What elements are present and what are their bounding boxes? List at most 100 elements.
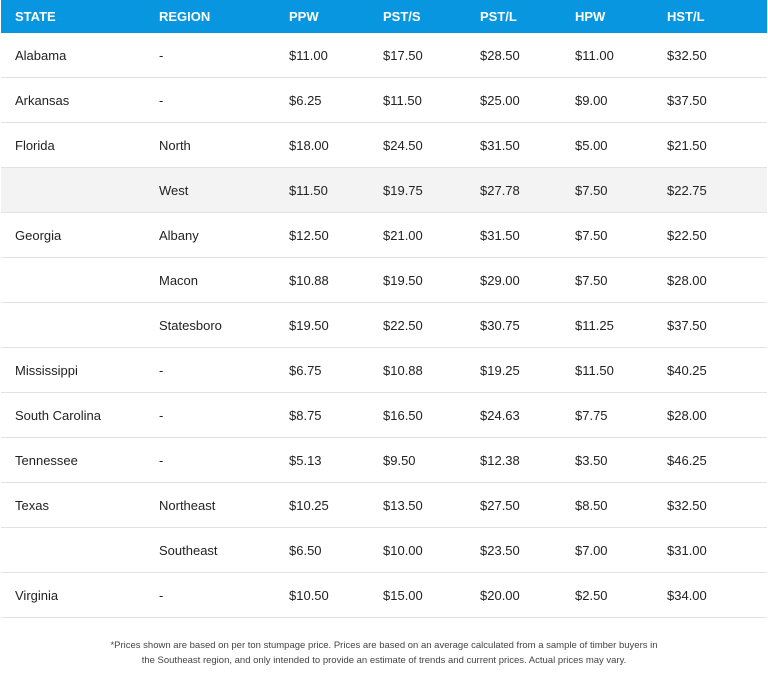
cell-state: Mississippi <box>1 347 159 393</box>
cell-pst-s: $10.00 <box>383 527 480 573</box>
cell-region: - <box>159 347 289 393</box>
cell-ppw: $5.13 <box>289 437 383 483</box>
cell-hst-l: $40.25 <box>667 347 767 393</box>
cell-hst-l: $32.50 <box>667 47 707 63</box>
cell-state <box>1 167 159 213</box>
cell-ppw: $18.00 <box>289 122 383 168</box>
cell-pst-l: $31.50 <box>480 212 575 258</box>
cell-region: - <box>159 392 289 438</box>
timber-price-table-container: STATE REGION PPW PST/S PST/L HPW HST/L A… <box>1 0 767 618</box>
cell-hst-l: $46.25 <box>667 437 767 483</box>
cell-hpw: $11.25 <box>575 302 667 348</box>
cell-hpw: $5.00 <box>575 122 667 168</box>
cell-region: Macon <box>159 257 289 303</box>
cell-pst-s: $11.50 <box>383 77 480 123</box>
cell-hst-l: $28.00 <box>667 257 767 303</box>
cell-pst-s: $13.50 <box>383 482 480 528</box>
cell-ppw: $10.25 <box>289 482 383 528</box>
cell-hst-l: $28.00 <box>667 392 767 438</box>
table-row: Arkansas - $6.25 $11.50 $25.00 $9.00 $37.50 <box>1 77 767 123</box>
cell-pst-s: $22.50 <box>383 302 480 348</box>
cell-hpw: $3.50 <box>575 437 667 483</box>
cell-region: North <box>159 122 289 168</box>
column-header-state: STATE <box>1 0 159 33</box>
cell-hpw: $7.50 <box>575 257 667 303</box>
table-header: STATE REGION PPW PST/S PST/L HPW HST/L <box>1 0 767 33</box>
cell-state <box>1 527 159 573</box>
cell-hpw: $7.00 <box>575 527 667 573</box>
cell-hst-l: $31.00 <box>667 527 767 573</box>
cell-hpw: $11.00 <box>575 47 614 63</box>
cell-ppw: $6.50 <box>289 527 383 573</box>
cell-pst-l: $28.50 <box>480 47 520 63</box>
table-row: West $11.50 $19.75 $27.78 $7.50 $22.75 <box>1 167 767 213</box>
cell-pst-s: $15.00 <box>383 572 480 618</box>
cell-pst-l: $24.63 <box>480 392 575 438</box>
cell-ppw: $6.75 <box>289 347 383 393</box>
table-row: Macon $10.88 $19.50 $29.00 $7.50 $28.00 <box>1 257 767 303</box>
column-header-hpw: HPW <box>575 0 667 33</box>
column-header-region: REGION <box>159 0 289 33</box>
cell-ppw: $11.50 <box>289 167 383 213</box>
cell-state <box>1 257 159 303</box>
cell-pst-l: $29.00 <box>480 257 575 303</box>
cell-state: Tennessee <box>1 437 159 483</box>
cell-region: Southeast <box>159 527 289 573</box>
pricing-footnote: *Prices shown are based on per ton stump… <box>0 638 768 668</box>
cell-pst-s: $19.75 <box>383 167 480 213</box>
cell-pst-s: $19.50 <box>383 257 480 303</box>
cell-state: Virginia <box>1 572 159 618</box>
cell-hst-l: $32.50 <box>667 482 767 528</box>
cell-pst-s: $21.00 <box>383 212 480 258</box>
cell-pst-s: $9.50 <box>383 437 480 483</box>
table-row: South Carolina - $8.75 $16.50 $24.63 $7.75 $28… <box>1 392 767 438</box>
cell-pst-l: $30.75 <box>480 302 575 348</box>
cell-pst-l: $12.38 <box>480 437 575 483</box>
cell-ppw: $8.75 <box>289 392 383 438</box>
cell-state: Texas <box>1 482 159 528</box>
cell-hpw: $7.50 <box>575 212 667 258</box>
timber-price-table: STATE REGION PPW PST/S PST/L HPW HST/L A… <box>1 0 767 618</box>
cell-region: - <box>159 572 289 618</box>
cell-hst-l: $37.50 <box>667 302 767 348</box>
cell-pst-s: $24.50 <box>383 122 480 168</box>
table-body: Alabama - $11.00 $17.50 $28.50 $11.00 $32.50 Ar… <box>1 33 767 618</box>
cell-state: South Carolina <box>1 392 159 438</box>
cell-region: - <box>159 77 289 123</box>
cell-region: Northeast <box>159 482 289 528</box>
cell-ppw: $19.50 <box>289 302 383 348</box>
cell-region: - <box>159 437 289 483</box>
cell-hst-l: $22.50 <box>667 212 767 258</box>
cell-region: Albany <box>159 212 289 258</box>
cell-state: Arkansas <box>1 77 159 123</box>
cell-hst-l: $22.75 <box>667 167 767 213</box>
cell-pst-s: $10.88 <box>383 347 480 393</box>
table-row: Mississippi - $6.75 $10.88 $19.25 $11.50 $40.2… <box>1 347 767 393</box>
cell-pst-l: $27.78 <box>480 167 575 213</box>
cell-hst-l: $21.50 <box>667 122 767 168</box>
cell-region: - <box>159 47 164 63</box>
column-header-pst-l: PST/L <box>480 0 575 33</box>
cell-pst-l: $19.25 <box>480 347 575 393</box>
cell-region: West <box>159 167 289 213</box>
cell-hpw: $2.50 <box>575 572 667 618</box>
cell-hpw: $8.50 <box>575 482 667 528</box>
cell-ppw: $10.50 <box>289 572 383 618</box>
table-row: Southeast $6.50 $10.00 $23.50 $7.00 $31.00 <box>1 527 767 573</box>
cell-state: Florida <box>1 122 159 168</box>
column-header-hst-l: HST/L <box>667 0 767 33</box>
cell-ppw: $12.50 <box>289 212 383 258</box>
cell-hpw: $9.00 <box>575 77 667 123</box>
cell-hst-l: $37.50 <box>667 77 767 123</box>
cell-state: Georgia <box>1 212 159 258</box>
header-row: STATE REGION PPW PST/S PST/L HPW HST/L <box>1 0 767 33</box>
cell-hpw: $7.75 <box>575 392 667 438</box>
table-row: Tennessee - $5.13 $9.50 $12.38 $3.50 $46.25 <box>1 437 767 483</box>
cell-pst-l: $20.00 <box>480 572 575 618</box>
table-row: Florida North $18.00 $24.50 $31.50 $5.00 $21.5… <box>1 122 767 168</box>
cell-hst-l: $34.00 <box>667 572 767 618</box>
column-header-ppw: PPW <box>289 0 383 33</box>
cell-pst-s: $17.50 <box>383 47 423 63</box>
cell-pst-l: $25.00 <box>480 77 575 123</box>
cell-region: Statesboro <box>159 302 289 348</box>
